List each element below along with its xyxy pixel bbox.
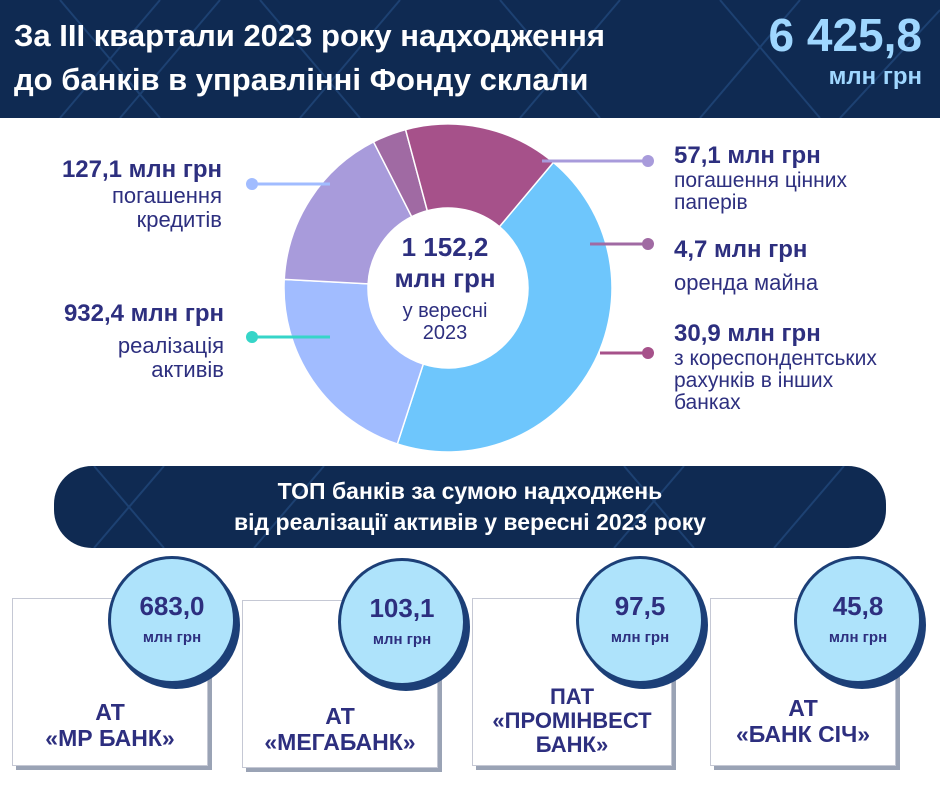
corr-desc-1: з кореспондентських [674,347,877,370]
bank-name-line: БАНК» [535,732,609,757]
donut-chart [246,123,654,453]
header-banner: За III квартали 2023 року надходження до… [0,0,940,118]
total-amount: 6 425,8 млн грн [769,8,922,92]
leader-assets-dot [246,331,258,343]
bank-name-line: «ПРОМІНВЕСТ [492,708,652,733]
leader-rent-dot [642,238,654,250]
corr-desc-2: рахунків в інших [674,369,834,392]
bank-value: 97,5 [614,591,666,621]
bank-name-line: АТ [325,703,355,729]
center-value: 1 152,2 [401,232,489,262]
title-line-1: За III квартали 2023 року надходження [14,18,605,53]
rent-amount: 4,7 млн грн [674,236,808,263]
label-credits: 127,1 млн грн погашення кредитів [10,156,222,232]
securities-amount: 57,1 млн грн [674,142,821,169]
credits-desc-2: кредитів [136,207,222,232]
bank-name-line: «БАНК СІЧ» [735,721,871,747]
assets-desc-2: активів [151,357,224,382]
banner-line-2: від реалізації активів у вересні 2023 ро… [234,509,706,535]
donut-center-label: 1 152,2 млн грн у вересні 2023 [370,232,520,344]
total-unit: млн грн [828,63,922,90]
page-title: За III квартали 2023 року надходження до… [14,14,734,102]
securities-desc-2: паперів [674,191,748,214]
assets-desc-1: реалізація [117,333,224,358]
bank-value: 45,8 [832,591,884,621]
corr-desc-3: банках [674,391,741,414]
label-assets: 932,4 млн грн реалізація активів [10,300,224,382]
center-caption-2: 2023 [422,322,468,344]
bank-value-circle-mr: 683,0 млн грн [108,556,236,684]
center-caption-1: у вересні [402,300,488,322]
slice-securities [283,140,413,285]
bank-unit: млн грн [142,629,202,646]
bank-unit: млн грн [372,631,432,648]
bank-name-line: АТ [95,699,125,725]
credits-amount: 127,1 млн грн [61,156,222,183]
top-banks-banner: ТОП банків за сумою надходжень від реалі… [54,466,886,548]
bank-value-circle-sich: 45,8 млн грн [794,556,922,684]
leader-credits-dot [246,178,258,190]
bank-name-line: ПАТ [549,684,595,709]
rent-desc: оренда майна [674,270,819,295]
total-value: 6 425,8 [768,9,922,61]
credits-desc-1: погашення [111,183,222,208]
header-pattern [59,0,940,118]
center-unit: млн грн [394,263,496,293]
bank-name-line: АТ [788,695,818,721]
bank-value: 683,0 [139,591,205,621]
bank-name-line: «МР БАНК» [45,725,175,751]
bank-value: 103,1 [369,593,435,623]
leader-securities-dot [642,155,654,167]
bank-value-circle-mega: 103,1 млн грн [338,558,466,686]
bank-value-circle-prominvest: 97,5 млн грн [576,556,704,684]
securities-desc-1: погашення цінних [674,169,847,192]
label-rent: 4,7 млн грн оренда майна [674,236,934,294]
title-line-2: до банків в управлінні Фонду склали [14,62,589,97]
label-correspondent: 30,9 млн грн з кореспондентських рахункі… [674,320,938,414]
leader-correspondent-dot [642,347,654,359]
banner-pattern [93,466,845,548]
assets-amount: 932,4 млн грн [63,300,224,327]
corr-amount: 30,9 млн грн [674,320,821,347]
bank-name-line: «МЕГАБАНК» [264,729,416,755]
bank-unit: млн грн [828,629,888,646]
slice-credit-repayment [283,278,425,445]
banner-line-1: ТОП банків за сумою надходжень [277,478,663,504]
label-securities: 57,1 млн грн погашення цінних паперів [674,142,934,214]
bank-unit: млн грн [610,629,670,646]
slice-asset-sales [396,161,613,453]
